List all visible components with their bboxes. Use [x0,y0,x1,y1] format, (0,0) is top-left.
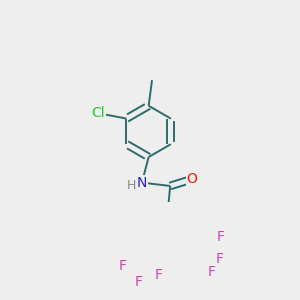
Text: F: F [217,230,225,244]
Text: Cl: Cl [92,106,105,120]
Text: F: F [155,268,163,282]
Text: F: F [134,274,142,289]
Text: O: O [186,172,197,186]
Text: N: N [137,176,147,190]
Text: H: H [126,179,136,192]
Text: F: F [119,259,127,273]
Text: F: F [207,265,215,279]
Text: F: F [215,252,223,266]
